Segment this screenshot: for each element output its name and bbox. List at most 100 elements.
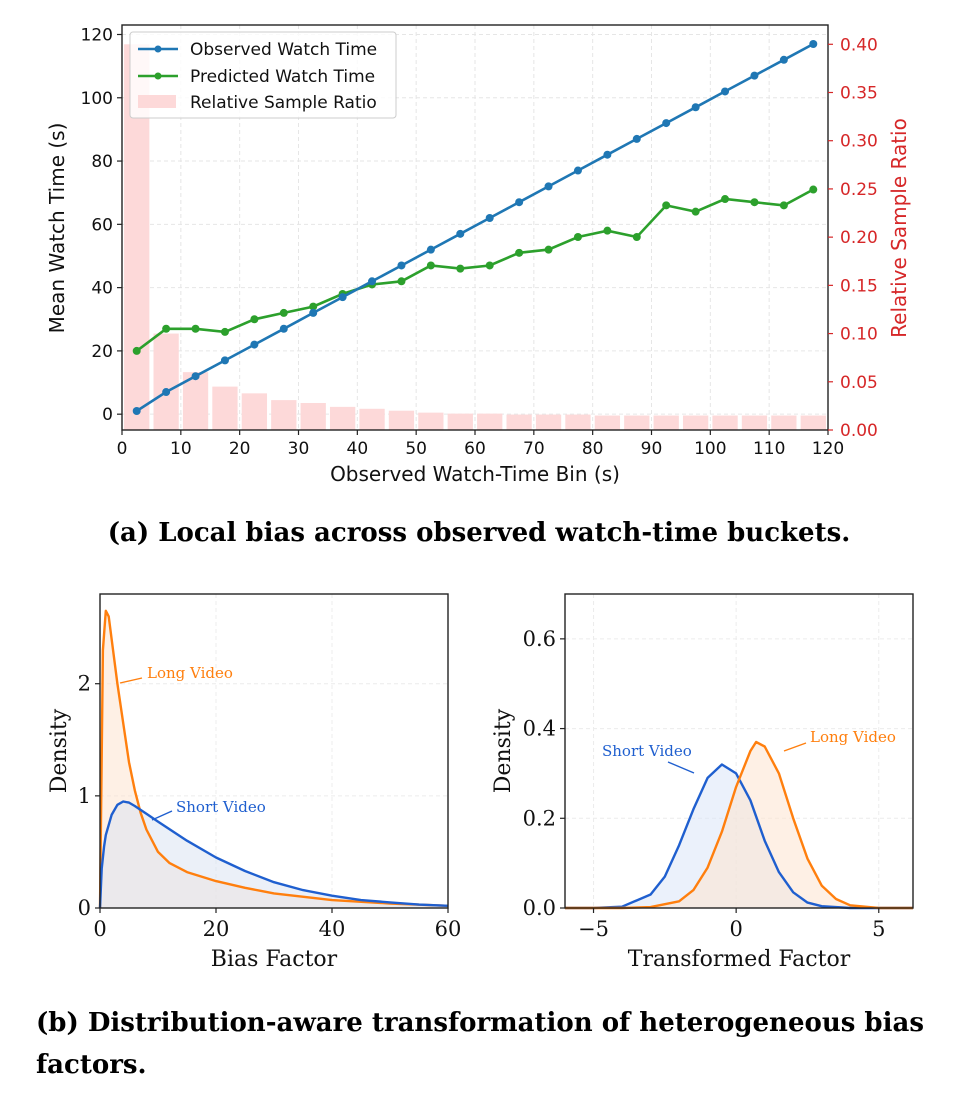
annotation-long-video: Long Video xyxy=(810,728,896,746)
y-tick-label: 20 xyxy=(91,342,113,362)
sample-ratio-bar xyxy=(535,414,562,430)
data-point xyxy=(809,39,818,48)
y-tick-label: 40 xyxy=(91,279,113,299)
sample-ratio-bar xyxy=(212,386,238,430)
y-tick-label: 0 xyxy=(78,896,91,920)
y-tick-label: 0.0 xyxy=(523,896,556,920)
sample-ratio-bar xyxy=(741,415,768,430)
sample-ratio-bar xyxy=(359,408,385,430)
data-point xyxy=(662,119,671,128)
caption-b: (b) Distribution-aware transformation of… xyxy=(36,1008,924,1080)
y-tick-label: 0 xyxy=(102,405,113,425)
x-tick-label: 20 xyxy=(203,917,230,941)
data-point xyxy=(397,277,406,286)
data-point xyxy=(250,340,259,349)
data-point xyxy=(573,166,582,175)
annotation-short-video: Short Video xyxy=(602,742,692,760)
sample-ratio-bar xyxy=(712,415,738,430)
bias-factor-density-chart: 0 20 40 60 0 1 2 Bias Factor Density Long Vid… xyxy=(47,593,462,972)
data-point xyxy=(279,324,288,333)
figure: 0 10 20 30 40 50 60 70 80 90 100 110 120 02040608010… xyxy=(45,24,914,972)
x-tick-label: 20 xyxy=(229,439,251,459)
data-point xyxy=(662,201,671,210)
x-tick-label: 80 xyxy=(582,439,604,459)
data-point xyxy=(191,372,200,381)
y-axis-label: Mean Watch Time (s) xyxy=(45,123,69,334)
sample-ratio-bar xyxy=(800,415,826,430)
sample-ratio-bar xyxy=(447,413,473,430)
x-axis-label: Bias Factor xyxy=(211,947,338,972)
caption-a: (a) Local bias across observed watch-tim… xyxy=(107,518,851,548)
sample-ratio-bar xyxy=(594,415,621,430)
sample-ratio-bar xyxy=(653,415,679,430)
x-tick-label: 60 xyxy=(464,439,486,459)
data-point xyxy=(220,327,229,336)
y-axis-label: Density xyxy=(491,708,516,793)
data-point xyxy=(279,308,288,317)
legend-ratio: Relative Sample Ratio xyxy=(190,93,377,113)
data-point xyxy=(132,407,141,416)
x-tick-label: 60 xyxy=(435,917,462,941)
sample-ratio-bar xyxy=(271,400,297,430)
sample-ratio-bar xyxy=(418,412,444,430)
data-point xyxy=(368,277,377,286)
data-point xyxy=(721,195,730,204)
density-curve xyxy=(565,763,913,910)
x-tick-label: 10 xyxy=(170,439,192,459)
density-area xyxy=(100,801,448,908)
data-point xyxy=(603,150,612,159)
x-tick-label: 70 xyxy=(523,439,545,459)
data-point xyxy=(544,245,553,254)
data-point xyxy=(162,388,171,397)
data-point xyxy=(426,261,435,270)
data-point xyxy=(515,198,524,207)
data-point xyxy=(632,232,641,241)
series-line xyxy=(135,42,814,413)
data-point xyxy=(632,134,641,143)
y-tick-label: 100 xyxy=(81,89,113,109)
sample-ratio-bar xyxy=(388,410,415,430)
data-point xyxy=(191,324,200,333)
density-curve xyxy=(565,740,913,910)
data-point xyxy=(573,232,582,241)
density-curve xyxy=(98,800,449,909)
sample-ratio-bar xyxy=(300,403,326,430)
sample-ratio-bar xyxy=(241,393,268,430)
data-point xyxy=(721,87,730,96)
sample-ratio-bar xyxy=(477,413,503,430)
x-tick-label: 40 xyxy=(347,439,369,459)
data-point xyxy=(779,55,788,64)
y-tick-label: 0.6 xyxy=(523,627,556,651)
x-tick-label: 50 xyxy=(405,439,427,459)
legend-observed: Observed Watch Time xyxy=(190,40,377,60)
data-point xyxy=(544,182,553,191)
y2-tick-label: 0.35 xyxy=(840,84,878,104)
sample-ratio-bar xyxy=(565,414,591,430)
y2-tick-label: 0.10 xyxy=(840,325,878,345)
y2-tick-label: 0.25 xyxy=(840,180,878,200)
y-tick-label: 120 xyxy=(81,25,113,45)
x-tick-label: 100 xyxy=(694,439,726,459)
data-point xyxy=(220,356,229,365)
sample-ratio-bar xyxy=(329,406,356,430)
x-tick-label: 120 xyxy=(812,439,844,459)
x-axis-label: Observed Watch-Time Bin (s) xyxy=(330,462,620,486)
sample-ratio-bar xyxy=(153,333,179,430)
y2-tick-label: 0.30 xyxy=(840,132,878,152)
x-tick-label: 0 xyxy=(729,917,742,941)
x-tick-label: 90 xyxy=(641,439,663,459)
data-point xyxy=(250,315,259,324)
data-point xyxy=(809,185,818,194)
series-line xyxy=(135,188,814,352)
data-point xyxy=(397,261,406,270)
sample-ratio-bar xyxy=(682,415,709,430)
y2-tick-label: 0.00 xyxy=(840,421,878,441)
data-point xyxy=(603,226,612,235)
y2-tick-label: 0.20 xyxy=(840,228,878,248)
x-tick-label: 0 xyxy=(93,917,106,941)
watch-time-chart: 0 10 20 30 40 50 60 70 80 90 100 110 120 0 20 40 60 80 10… xyxy=(45,24,911,486)
data-point xyxy=(309,308,318,317)
sample-ratio-bar xyxy=(506,414,532,430)
data-point xyxy=(456,264,465,273)
y-tick-label: 80 xyxy=(91,152,113,172)
